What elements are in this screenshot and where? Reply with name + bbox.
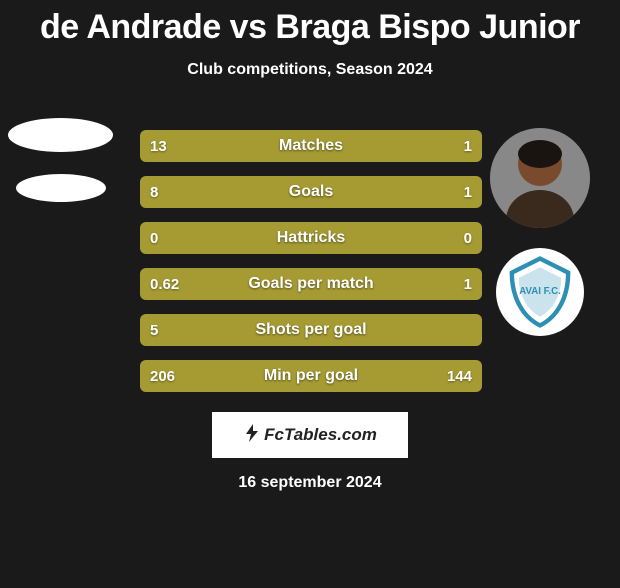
right-club-logo: AVAI F.C.	[496, 248, 584, 336]
stat-label: Matches	[140, 130, 482, 162]
stat-row: Shots per goal5	[140, 314, 482, 346]
stat-row: Goals per match0.62 1	[140, 268, 482, 300]
stat-value-left: 0	[150, 222, 158, 254]
stat-value-left: 5	[150, 314, 158, 346]
stat-value-left: 0.62	[150, 268, 179, 300]
stat-value-right: 144	[447, 360, 472, 392]
stat-value-right: 0	[464, 222, 472, 254]
date-text: 16 september 2024	[0, 474, 620, 492]
stat-value-left: 8	[150, 176, 158, 208]
stat-label: Goals	[140, 176, 482, 208]
stat-row: Goals8 1	[140, 176, 482, 208]
stat-value-left: 13	[150, 130, 167, 162]
stat-label: Min per goal	[140, 360, 482, 392]
stat-row: Hattricks0 0	[140, 222, 482, 254]
right-player-column: AVAI F.C.	[490, 128, 600, 356]
stat-label: Goals per match	[140, 268, 482, 300]
person-icon	[490, 128, 590, 228]
branding-badge: FcTables.com	[212, 412, 408, 458]
left-player-photo-placeholder	[8, 118, 113, 152]
stat-value-left: 206	[150, 360, 175, 392]
right-player-photo	[490, 128, 590, 228]
stat-row: Min per goal206 144	[140, 360, 482, 392]
stat-label: Shots per goal	[140, 314, 482, 346]
branding-text: FcTables.com	[264, 425, 377, 445]
svg-text:AVAI F.C.: AVAI F.C.	[519, 286, 561, 297]
bolt-icon	[243, 423, 261, 448]
left-player-column	[8, 118, 118, 224]
page-title: de Andrade vs Braga Bispo Junior	[0, 8, 620, 47]
stat-value-right: 1	[464, 130, 472, 162]
page-subtitle: Club competitions, Season 2024	[0, 61, 620, 79]
stat-value-right: 1	[464, 268, 472, 300]
stat-row: Matches13 1	[140, 130, 482, 162]
stat-value-right: 1	[464, 176, 472, 208]
club-crest-icon: AVAI F.C.	[496, 248, 584, 336]
stats-bars: Matches131Goals81Hattricks00Goals per ma…	[140, 130, 482, 406]
stat-label: Hattricks	[140, 222, 482, 254]
left-club-logo-placeholder	[16, 174, 106, 202]
